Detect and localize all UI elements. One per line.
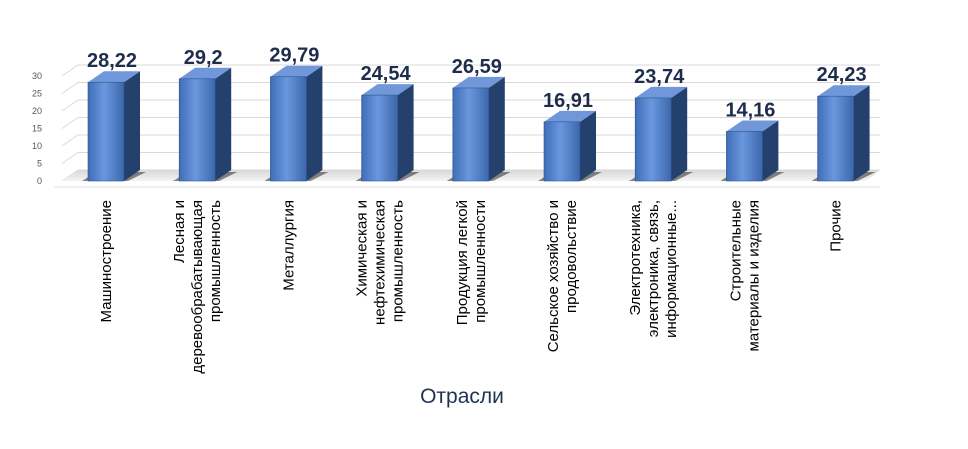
bar-top bbox=[270, 65, 323, 77]
bar bbox=[82, 71, 146, 182]
bar-front bbox=[87, 81, 125, 182]
data-label: 14,16 bbox=[725, 99, 775, 121]
data-label: 28,22 bbox=[87, 50, 137, 72]
category-label-line: промышленность bbox=[390, 200, 407, 322]
gridline-side bbox=[61, 82, 79, 94]
bar-side bbox=[124, 71, 140, 181]
category-label-line: деревообрабатывающая bbox=[189, 200, 206, 374]
category-label-line: Машиностроение bbox=[98, 200, 115, 322]
bar-top bbox=[726, 120, 779, 132]
category-label-line: Прочие bbox=[828, 200, 845, 252]
bars bbox=[82, 65, 876, 182]
gridline-side bbox=[61, 99, 79, 112]
bar-side bbox=[853, 85, 870, 181]
bar-front bbox=[270, 76, 307, 182]
category-label-line: промышленности bbox=[472, 200, 489, 323]
category-label: Химическая инефтехимическаяпромышленност… bbox=[354, 200, 407, 325]
bar bbox=[446, 76, 511, 182]
y-tick-labels: 0 5 10 15 20 25 30 bbox=[32, 71, 42, 186]
bar-front bbox=[634, 97, 672, 182]
bar-top bbox=[361, 84, 414, 96]
category-labels: Машиностроение Лесная идеревообрабатывающ… bbox=[98, 200, 845, 374]
data-label: 16,91 bbox=[543, 90, 593, 112]
category-label-line: Металлургия bbox=[280, 200, 297, 291]
bar-front bbox=[178, 78, 216, 182]
y-tick-label: 15 bbox=[32, 124, 42, 134]
bar-side bbox=[488, 76, 505, 181]
bar-side bbox=[397, 84, 414, 181]
bar-side bbox=[762, 120, 779, 181]
category-label: Машиностроение bbox=[98, 200, 115, 322]
category-label-line: электроника, связь, bbox=[645, 200, 662, 337]
category-label: Электротехника,электроника, связь,информ… bbox=[627, 200, 680, 338]
bar bbox=[629, 86, 694, 182]
category-label-line: продовольствие bbox=[563, 200, 580, 313]
bar-side bbox=[671, 86, 688, 181]
data-label: 26,59 bbox=[452, 56, 502, 78]
y-tick-label: 5 bbox=[37, 159, 42, 169]
category-label-line: Химическая и bbox=[354, 200, 371, 297]
y-tick-label: 0 bbox=[37, 176, 42, 186]
category-label: Лесная идеревообрабатывающаяпромышленнос… bbox=[171, 200, 224, 374]
bar-top bbox=[88, 71, 140, 83]
bar bbox=[720, 120, 785, 182]
gridline-side bbox=[61, 134, 79, 147]
gridline-side bbox=[61, 152, 79, 164]
category-label-line: Лесная и bbox=[171, 200, 188, 263]
category-label: Строительныематериалы и изделия bbox=[727, 200, 762, 351]
bar-top bbox=[179, 67, 232, 79]
category-label: Сельское хозяйство ипродовольствие bbox=[545, 200, 580, 352]
data-label: 29,2 bbox=[184, 47, 223, 69]
category-label-line: промышленность bbox=[207, 200, 224, 322]
bar-top bbox=[635, 86, 688, 98]
bar-front bbox=[726, 131, 763, 182]
x-axis-title: Отрасли bbox=[420, 385, 504, 408]
data-label: 29,79 bbox=[269, 45, 319, 67]
category-label: Металлургия bbox=[280, 200, 297, 291]
bar-top bbox=[544, 110, 596, 122]
bar-side bbox=[580, 110, 596, 181]
category-label-line: информационные... bbox=[663, 200, 680, 338]
y-tick-label: 30 bbox=[32, 71, 42, 81]
category-label-line: Строительные bbox=[727, 200, 744, 301]
bar-front bbox=[817, 95, 854, 182]
y-tick-label: 20 bbox=[32, 106, 42, 116]
bar bbox=[811, 85, 876, 182]
data-labels: 28,22 29,2 29,79 24,54 26,59 16,91 23,74 14,16 2… bbox=[87, 45, 867, 122]
gridline-side bbox=[61, 64, 79, 77]
bar-front bbox=[361, 94, 398, 182]
category-label-line: Электротехника, bbox=[627, 200, 644, 316]
bar bbox=[264, 65, 329, 182]
category-label: Продукция легкойпромышленности bbox=[454, 200, 489, 325]
bar-front bbox=[543, 121, 581, 182]
data-label: 24,23 bbox=[817, 64, 867, 86]
y-tick-label: 10 bbox=[32, 141, 42, 151]
data-label: 24,54 bbox=[361, 63, 412, 85]
data-label: 23,74 bbox=[634, 66, 685, 88]
category-label-line: материалы и изделия bbox=[745, 200, 762, 351]
bar-side bbox=[215, 67, 232, 181]
category-label: Прочие bbox=[828, 200, 845, 252]
gridline-side bbox=[61, 117, 79, 129]
bar bbox=[355, 84, 420, 182]
category-label-line: Продукция легкой bbox=[454, 200, 471, 325]
category-label-line: нефтехимическая bbox=[372, 200, 389, 325]
bar bbox=[538, 110, 602, 182]
bar-front bbox=[452, 87, 490, 182]
bar-top bbox=[817, 85, 870, 97]
bar bbox=[173, 67, 238, 182]
y-tick-label: 25 bbox=[32, 89, 42, 99]
bar-top bbox=[452, 76, 505, 88]
category-label-line: Сельское хозяйство и bbox=[545, 200, 562, 352]
bar-side bbox=[306, 65, 323, 181]
